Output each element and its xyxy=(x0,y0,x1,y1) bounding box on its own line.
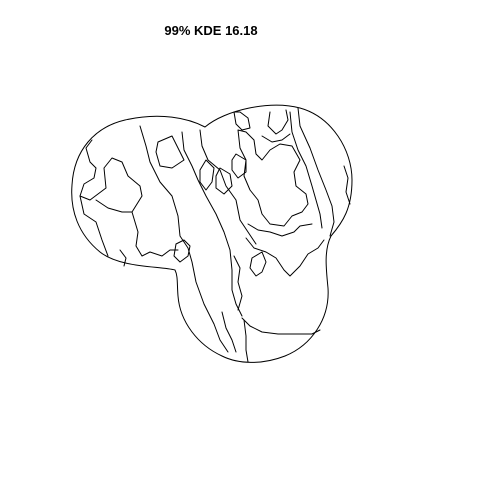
boundary-line xyxy=(233,111,251,131)
boundary-line xyxy=(79,139,179,257)
boundary-line xyxy=(249,251,267,277)
boundary-line xyxy=(119,249,127,267)
boundary-line xyxy=(247,223,313,237)
boundary-line xyxy=(233,255,243,311)
boundary-line xyxy=(267,109,289,135)
boundary-line xyxy=(245,237,325,277)
boundary-line xyxy=(215,167,233,195)
kde-contour-outline xyxy=(71,104,353,363)
boundary-line xyxy=(95,199,133,213)
boundary-line xyxy=(79,195,109,257)
boundary-line xyxy=(173,239,191,263)
boundary-line xyxy=(139,125,229,353)
region-boundaries xyxy=(79,107,351,363)
boundary-line xyxy=(243,319,249,363)
boundary-line xyxy=(199,129,257,245)
boundary-line xyxy=(343,165,351,205)
boundary-line xyxy=(297,107,335,237)
boundary-line xyxy=(231,153,247,179)
boundary-line xyxy=(237,129,309,227)
boundary-line xyxy=(221,311,237,353)
boundary-line xyxy=(199,159,215,191)
boundary-line xyxy=(241,317,321,335)
boundary-line xyxy=(181,131,243,317)
boundary-line xyxy=(289,111,323,229)
boundary-line xyxy=(155,135,185,169)
plot-title: 99% KDE 16.18 xyxy=(164,23,258,38)
boundary-line xyxy=(261,133,291,143)
